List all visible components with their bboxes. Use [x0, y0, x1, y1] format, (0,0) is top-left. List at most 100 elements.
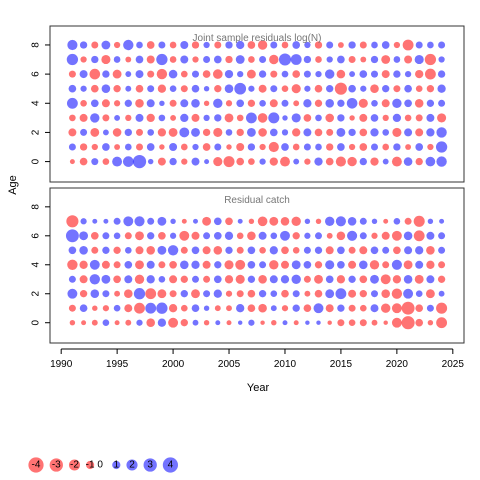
residual-bubble [203, 232, 211, 240]
residual-bubble [280, 156, 290, 167]
residual-bubble [359, 157, 367, 166]
residual-bubble [270, 232, 278, 240]
residual-bubble [158, 231, 166, 240]
residual-bubble [91, 55, 99, 64]
residual-bubble [337, 55, 345, 64]
residual-bubble [156, 53, 168, 66]
residual-bubble [214, 85, 222, 93]
residual-bubble [79, 260, 88, 269]
residual-bubble [393, 85, 401, 93]
residual-bubble [68, 304, 76, 312]
panel-frame [49, 25, 465, 183]
residual-bubble [212, 69, 223, 79]
residual-bubble [268, 112, 280, 124]
residual-bubble [89, 274, 100, 285]
residual-bubble [248, 218, 255, 225]
residual-bubble [202, 260, 211, 269]
residual-bubble [113, 41, 121, 49]
x-tick-label: 2005 [218, 359, 241, 370]
residual-bubble [192, 143, 199, 151]
residual-bubble [315, 218, 322, 225]
residual-bubble [303, 143, 311, 151]
residual-bubble [403, 231, 413, 241]
residual-bubble [102, 70, 110, 78]
residual-bubble [214, 143, 222, 151]
residual-bubble [426, 260, 435, 269]
residual-bubble [438, 56, 445, 63]
panels-layer: Joint sample residuals log(N) Residual ca… [49, 25, 465, 344]
residual-bubble [203, 305, 210, 311]
residual-bubble [314, 84, 323, 93]
residual-bubble [80, 85, 87, 92]
residual-bubble [325, 157, 334, 166]
residual-bubble [391, 156, 402, 167]
residual-bubble [336, 275, 346, 284]
residual-bubble [404, 70, 412, 78]
residual-bubble [157, 128, 167, 137]
residual-bubble [348, 41, 356, 49]
residual-bubble [236, 290, 244, 298]
residual-bubble [315, 70, 322, 78]
x-tick-label: 2015 [330, 359, 353, 370]
residual-bubble [247, 304, 256, 313]
residual-bubble [79, 157, 88, 166]
residual-bubble [180, 275, 188, 283]
legend-label: -1 [86, 460, 95, 471]
residual-bubble [125, 114, 132, 122]
residual-bubble [180, 290, 188, 298]
residual-bubble [191, 246, 200, 255]
residual-bubble [281, 70, 289, 78]
residual-bubble [314, 41, 323, 49]
legend-label: 0 [97, 460, 103, 471]
residual-bubble [180, 143, 188, 151]
residual-bubble [180, 41, 189, 49]
residual-bubble [102, 158, 110, 165]
residual-bubble [370, 128, 379, 137]
residual-bubble [371, 218, 378, 225]
panel-title: Residual catch [224, 195, 290, 206]
residual-bubble [437, 70, 446, 78]
residual-bubble [147, 129, 155, 136]
panel-title: Joint sample residuals log(N) [193, 33, 322, 44]
residual-bubble [68, 143, 76, 151]
residual-bubble [393, 143, 401, 151]
residual-bubble [203, 290, 211, 298]
residual-bubble [381, 231, 390, 240]
residual-bubble [69, 319, 76, 326]
residual-bubble [337, 304, 345, 312]
residual-bubble [278, 53, 292, 66]
residual-bubble [281, 260, 289, 269]
residual-bubble [382, 85, 390, 93]
residual-bubble [291, 260, 301, 270]
residual-bubble [158, 41, 166, 49]
residual-bubble [80, 218, 87, 225]
residual-bubble [225, 129, 233, 136]
residual-bubble [392, 98, 402, 109]
residual-bubble [92, 218, 98, 224]
residual-bubble [202, 128, 211, 137]
residual-bubble [314, 246, 323, 254]
residual-bubble [134, 216, 145, 227]
residual-bubble [316, 320, 321, 325]
residual-bubble [348, 289, 357, 298]
legend-label: -2 [70, 460, 79, 471]
residual-bubble [371, 232, 378, 239]
residual-bubble [146, 55, 155, 64]
residual-bubble [147, 158, 154, 165]
residual-bubble [135, 55, 144, 64]
residual-bubble [292, 290, 300, 298]
residual-bubble [102, 232, 110, 240]
residual-bubble [180, 70, 188, 78]
residual-bubble [360, 56, 367, 63]
residual-bubble [203, 56, 211, 63]
residual-bubble [415, 114, 423, 122]
residual-bubble [401, 316, 415, 330]
residual-bubble [292, 143, 300, 151]
residual-bubble [248, 85, 255, 92]
residual-bubble [68, 246, 77, 255]
residual-bubble [124, 246, 132, 254]
residual-bubble [382, 261, 390, 269]
residual-bubble [191, 304, 200, 313]
residual-bubble [226, 320, 232, 326]
residual-bubble [245, 112, 257, 124]
